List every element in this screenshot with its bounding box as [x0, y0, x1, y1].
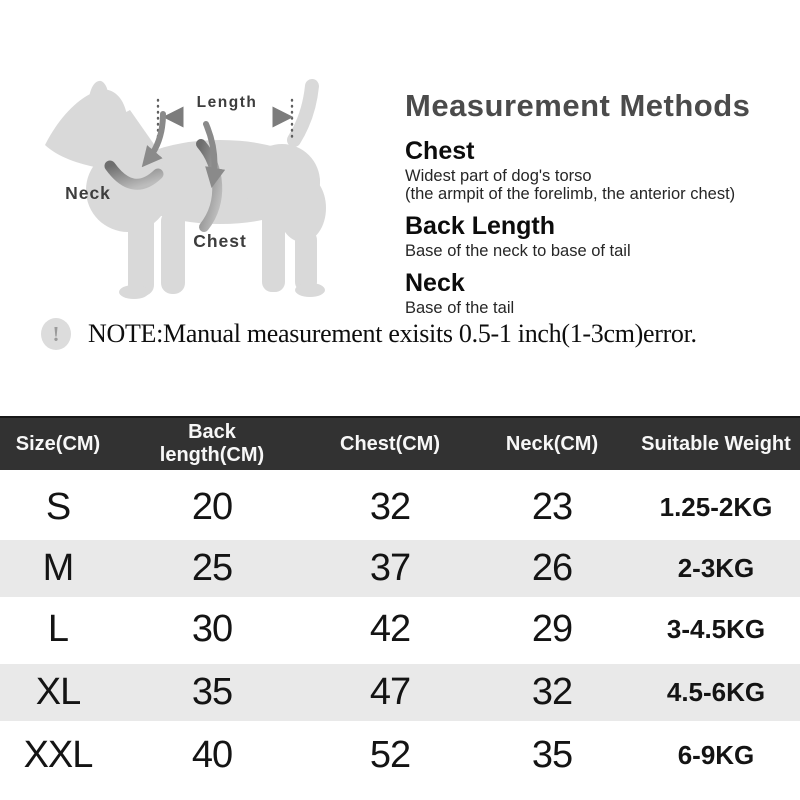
dog-tail: [287, 79, 319, 147]
dog-front-leg: [128, 200, 154, 296]
length-label: Length: [197, 94, 258, 111]
cell-size: M: [0, 534, 116, 601]
header-size: Size(CM): [0, 416, 116, 476]
exclamation-icon: !: [41, 318, 71, 350]
cell-back-length: 25: [116, 534, 308, 601]
cell-back-length: 35: [116, 658, 308, 725]
method-description: Base of the neck to base of tail: [405, 242, 631, 260]
cell-chest: 37: [308, 534, 472, 601]
cell-chest: 32: [308, 470, 472, 537]
table-row-xl: XL 35 47 32 4.5-6KG: [0, 658, 800, 725]
method-description: Base of the tail: [405, 299, 515, 317]
harness-neck-strap: [104, 160, 164, 190]
cell-size: S: [0, 470, 116, 537]
method-name: Back Length: [405, 212, 556, 240]
cell-weight: 1.25-2KG: [632, 470, 800, 537]
header-back-length: Back length(CM): [116, 416, 308, 476]
note-text: NOTE:Manual measurement exisits 0.5-1 in…: [88, 319, 697, 348]
cell-size: L: [0, 599, 116, 661]
cell-neck: 26: [472, 534, 632, 601]
method-name: Chest: [405, 137, 475, 165]
method-description: Widest part of dog's torso (the armpit o…: [405, 167, 736, 203]
cell-neck: 23: [472, 470, 632, 537]
cell-size: XL: [0, 658, 116, 725]
cell-back-length: 30: [116, 599, 308, 661]
cell-chest: 42: [308, 599, 472, 661]
table-row-m: M 25 37 26 2-3KG: [0, 534, 800, 601]
cell-weight: 2-3KG: [632, 534, 800, 601]
neck-pointer-arrow: [141, 111, 166, 168]
section-title: Measurement Methods: [405, 88, 751, 123]
method-item-back-length: Back Length Base of the neck to base of …: [405, 212, 797, 260]
table-body: S 20 32 23 1.25-2KG M 25 37 26 2-3KG L 3…: [0, 470, 800, 785]
cell-size: XXL: [0, 723, 116, 785]
cell-back-length: 20: [116, 470, 308, 537]
chest-label: Chest: [193, 231, 247, 251]
dog-rear-shin: [295, 230, 317, 292]
size-chart-table: Size(CM) Back length(CM) Chest(CM) Neck(…: [0, 416, 800, 785]
header-neck: Neck(CM): [472, 416, 632, 476]
cell-weight: 3-4.5KG: [632, 599, 800, 661]
cell-neck: 32: [472, 658, 632, 725]
measurement-methods-section: Measurement Methods Chest Widest part of…: [405, 88, 797, 317]
chest-pointer-arrow: [203, 121, 226, 189]
dog-front-leg-2: [161, 210, 185, 294]
dog-rear-thigh: [278, 174, 326, 242]
table-row-s: S 20 32 23 1.25-2KG: [0, 470, 800, 537]
header-chest: Chest(CM): [308, 416, 472, 476]
header-suitable-weight: Suitable Weight: [632, 416, 800, 476]
cell-weight: 4.5-6KG: [632, 658, 800, 725]
table-row-xxl: XXL 40 52 35 6-9KG: [0, 723, 800, 785]
cell-weight: 6-9KG: [632, 723, 800, 785]
table-row-l: L 30 42 29 3-4.5KG: [0, 599, 800, 661]
method-item-neck: Neck Base of the tail: [405, 269, 797, 317]
dog-rear-foot: [295, 283, 325, 297]
method-name: Neck: [405, 269, 465, 297]
dog-rear-leg: [262, 210, 285, 292]
cell-neck: 29: [472, 599, 632, 661]
table-header: Size(CM) Back length(CM) Chest(CM) Neck(…: [0, 416, 800, 476]
cell-chest: 52: [308, 723, 472, 785]
dog-measurement-diagram: Length Neck Chest: [45, 79, 326, 299]
neck-label: Neck: [65, 183, 111, 203]
method-item-chest: Chest Widest part of dog's torso (the ar…: [405, 137, 797, 203]
cell-neck: 35: [472, 723, 632, 785]
cell-back-length: 40: [116, 723, 308, 785]
table-header-row: Size(CM) Back length(CM) Chest(CM) Neck(…: [0, 416, 800, 476]
dog-front-foot: [119, 285, 149, 299]
measurement-note: ! NOTE:Manual measurement exisits 0.5-1 …: [41, 318, 781, 350]
cell-chest: 47: [308, 658, 472, 725]
